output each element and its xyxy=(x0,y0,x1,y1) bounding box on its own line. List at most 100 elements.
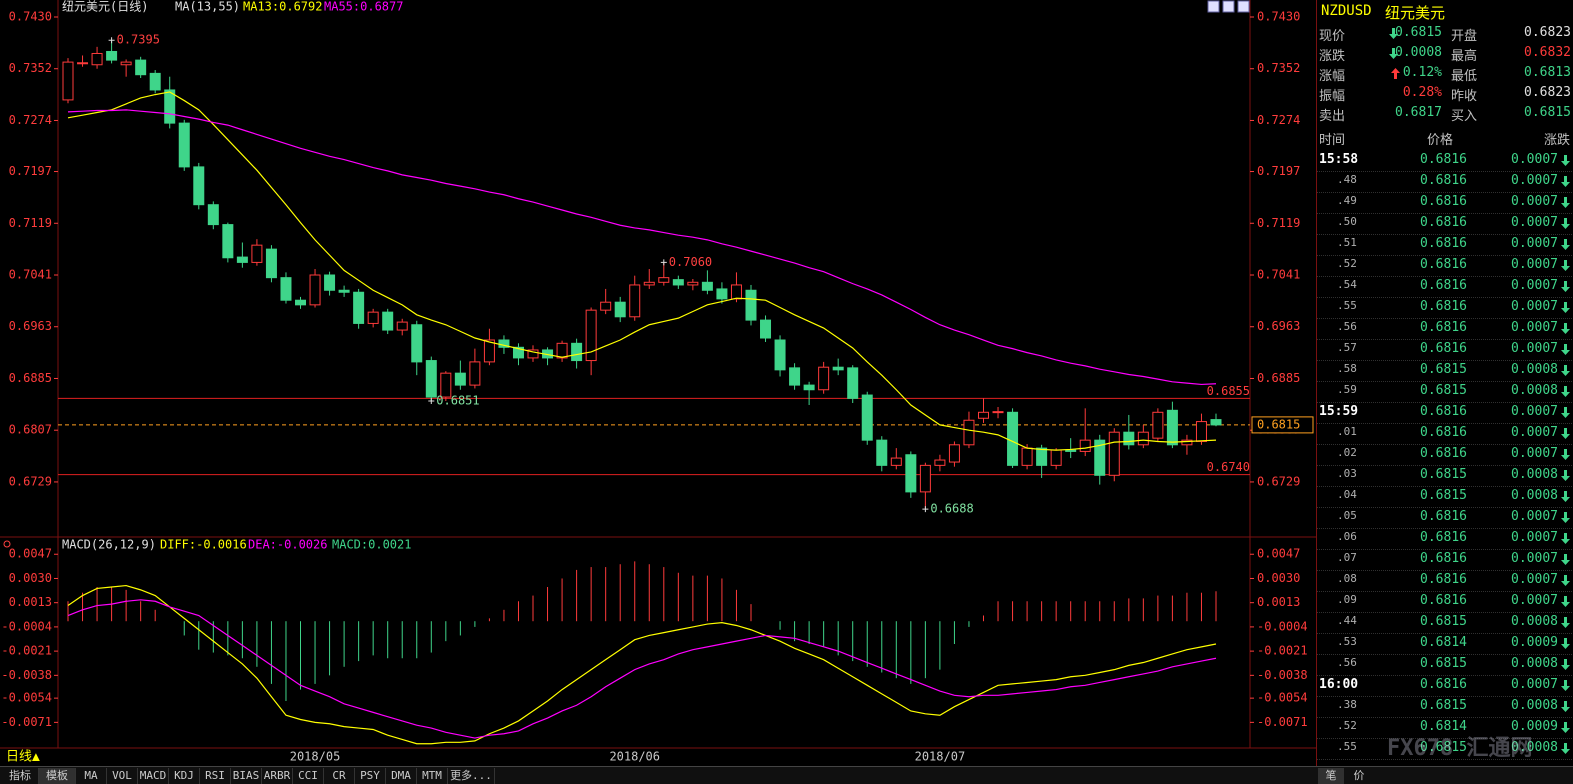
tick-change: 0.0007 xyxy=(1511,320,1558,335)
arrow-icon xyxy=(1561,470,1570,481)
x-tick-label: 2018/07 xyxy=(915,750,966,764)
toolbar-tab[interactable]: MA xyxy=(76,768,107,784)
period-tab[interactable]: 日线▲ xyxy=(6,750,40,765)
tick-time: .56 xyxy=(1337,656,1357,669)
quote-value: 0.6815 xyxy=(1524,105,1571,120)
arrow-icon xyxy=(1561,281,1570,292)
tick-price: 0.6815 xyxy=(1420,614,1467,629)
indicator-name: MA(13,55) xyxy=(175,0,240,14)
y-tick-label: 0.7274 xyxy=(9,113,52,127)
row-separator xyxy=(1317,402,1573,403)
last-price-box xyxy=(1251,416,1314,434)
candle-body xyxy=(818,366,830,391)
toolbar-tab[interactable]: VOL xyxy=(107,768,138,784)
candle-body xyxy=(774,339,786,371)
candle-body xyxy=(861,394,873,441)
h-line-label: 0.6855 xyxy=(1207,384,1250,398)
x-tick-label: 2018/05 xyxy=(290,750,341,764)
toolbar-tab[interactable]: ARBR xyxy=(262,768,293,784)
toolbar-tab[interactable]: MACD xyxy=(138,768,169,784)
side-tab[interactable]: 价 xyxy=(1353,769,1365,782)
tick-time: .44 xyxy=(1337,614,1357,627)
arrow-shape xyxy=(1389,48,1398,59)
toolbar-tab[interactable]: CR xyxy=(324,768,355,784)
arrow-icon xyxy=(1561,512,1570,523)
tick-change: 0.0007 xyxy=(1511,572,1558,587)
toolbar-tab[interactable]: 模板 xyxy=(39,768,76,784)
legend-diff: DIFF:-0.0016 xyxy=(160,538,247,552)
tick-time: .48 xyxy=(1337,173,1357,186)
row-separator xyxy=(1317,759,1573,760)
arrow-icon xyxy=(1561,659,1570,670)
toolbar-tab[interactable]: KDJ xyxy=(169,768,200,784)
window-button[interactable] xyxy=(1222,0,1235,13)
tick-price: 0.6814 xyxy=(1420,719,1467,734)
tick-price: 0.6816 xyxy=(1420,404,1467,419)
arrow-icon xyxy=(1561,701,1570,712)
candle-body xyxy=(280,277,292,301)
row-separator xyxy=(1317,465,1573,466)
arrow-icon xyxy=(1561,155,1570,166)
y-tick-label: 0.0030 xyxy=(1257,571,1300,585)
arrow-shape xyxy=(1561,197,1570,208)
x-tick-label: 2018/06 xyxy=(609,750,660,764)
arrow-icon xyxy=(1561,554,1570,565)
candle-body xyxy=(367,311,379,324)
tick-price: 0.6816 xyxy=(1420,236,1467,251)
tick-price: 0.6814 xyxy=(1420,635,1467,650)
candle-body xyxy=(324,274,336,291)
y-tick-label: 0.7352 xyxy=(1257,61,1300,75)
toolbar-tab[interactable]: RSI xyxy=(200,768,231,784)
candle-body xyxy=(77,62,89,65)
row-separator xyxy=(1317,318,1573,319)
quote-value: 0.6823 xyxy=(1524,25,1571,40)
window-button[interactable] xyxy=(1207,0,1220,13)
tick-time: .51 xyxy=(1337,236,1357,249)
candle-body xyxy=(716,288,728,300)
candle-body xyxy=(222,224,234,259)
candle-body xyxy=(411,324,423,363)
tick-time: .55 xyxy=(1337,740,1357,753)
y-tick-label: -0.0004 xyxy=(1257,619,1308,633)
toolbar-tab[interactable]: CCI xyxy=(293,768,324,784)
candle-body xyxy=(1079,439,1091,452)
quote-label: 卖出 xyxy=(1319,109,1346,124)
watermark: FX678 汇通网 xyxy=(1387,736,1533,761)
arrow-shape xyxy=(1561,302,1570,313)
arrow-icon xyxy=(1561,197,1570,208)
side-tab[interactable]: 笔 xyxy=(1318,768,1344,784)
tick-price: 0.6816 xyxy=(1420,425,1467,440)
y-tick-label: 0.7430 xyxy=(9,10,52,24)
tick-change: 0.0007 xyxy=(1511,278,1558,293)
candle-body xyxy=(760,319,772,339)
quote-label: 振幅 xyxy=(1319,89,1346,104)
toolbar-tab[interactable]: 指标 xyxy=(2,768,39,784)
toolbar-tab[interactable]: MTM xyxy=(417,768,448,784)
candle-body xyxy=(309,274,321,306)
tick-change: 0.0008 xyxy=(1511,383,1558,398)
window-button[interactable] xyxy=(1237,0,1250,13)
toolbar-tab[interactable]: BIAS xyxy=(231,768,262,784)
last-price-label: 0.6815 xyxy=(1257,417,1300,431)
toolbar-tab[interactable]: PSY xyxy=(355,768,386,784)
candle-body xyxy=(948,444,960,463)
arrow-icon xyxy=(1561,260,1570,271)
candle-body xyxy=(876,439,888,466)
arrow-icon xyxy=(1561,638,1570,649)
toolbar-tab[interactable]: DMA xyxy=(386,768,417,784)
tick-price: 0.6816 xyxy=(1420,572,1467,587)
candle-body xyxy=(701,281,713,291)
toolbar-tab[interactable]: 更多... xyxy=(448,768,495,784)
candle-body xyxy=(338,289,350,293)
candle-body xyxy=(440,372,452,398)
tick-change: 0.0007 xyxy=(1511,299,1558,314)
y-tick-label: 0.6807 xyxy=(9,423,52,437)
tick-change: 0.0007 xyxy=(1511,173,1558,188)
tick-change: 0.0007 xyxy=(1511,236,1558,251)
tick-price: 0.6816 xyxy=(1420,278,1467,293)
y-tick-label: 0.6729 xyxy=(1257,474,1300,488)
tick-time: 15:59 xyxy=(1319,404,1359,419)
macd-line xyxy=(67,599,1217,739)
arrow-shape xyxy=(1561,491,1570,502)
tick-change: 0.0008 xyxy=(1511,656,1558,671)
